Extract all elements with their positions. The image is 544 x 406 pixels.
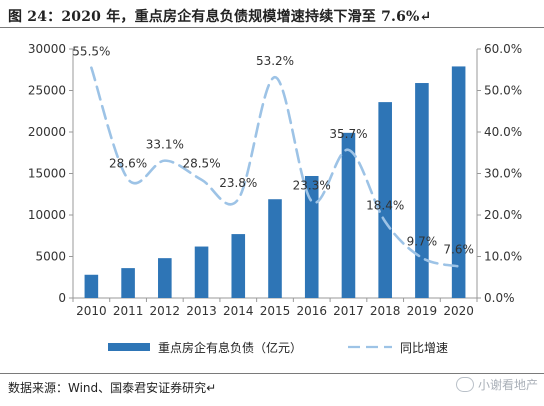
x-tick-label: 2020	[443, 304, 474, 318]
x-tick-label: 2019	[407, 304, 438, 318]
x-tick-label: 2015	[260, 304, 291, 318]
y-right-tick-label: 30.0%	[484, 167, 522, 181]
y-right-tick-label: 60.0%	[484, 42, 522, 56]
data-label-2013: 28.5%	[182, 157, 220, 171]
bar-2017	[341, 132, 356, 298]
data-label-2012: 33.1%	[146, 138, 184, 152]
data-label-2010: 55.5%	[72, 45, 110, 59]
x-tick-label: 2018	[370, 304, 401, 318]
x-tick-label: 2017	[333, 304, 364, 318]
x-tick-label: 2016	[296, 304, 327, 318]
y-left-tick-label: 20000	[28, 125, 66, 139]
y-right-tick-label: 40.0%	[484, 125, 522, 139]
bar-2011	[121, 268, 135, 298]
watermark-text: 小谢看地产	[477, 378, 538, 392]
bar-2013	[194, 246, 209, 298]
y-right-tick-label: 20.0%	[484, 208, 522, 222]
chart-title: 图 24：2020 年，重点房企有息负债规模增速持续下滑至 7.6%↵	[8, 9, 432, 25]
data-label-2016: 23.3%	[293, 178, 331, 192]
data-label-2014: 23.8%	[219, 176, 257, 190]
data-label-2019: 9.7%	[407, 235, 438, 249]
y-left-tick-label: 25000	[28, 84, 66, 98]
axes: 0 5000 10000 15000 20000 25000 30000 0.0% 10.0% 2…	[28, 42, 522, 318]
wechat-icon	[455, 377, 474, 392]
growth-line	[90, 66, 460, 268]
data-label-2015: 53.2%	[256, 54, 294, 68]
bar-2018	[378, 102, 392, 299]
growth-line-group	[90, 66, 460, 268]
legend-bar-label: 重点房企有息负债（亿元）	[158, 340, 302, 355]
title-divider	[0, 27, 544, 28]
x-tick-label: 2012	[150, 304, 181, 318]
bar-2012	[158, 258, 172, 298]
bar-2010	[84, 274, 99, 298]
legend-line-label: 同比增速	[400, 341, 448, 355]
y-left-tick-label: 5000	[35, 250, 66, 264]
y-right-tick-label: 0.0%	[484, 291, 515, 305]
legend-bar-swatch	[108, 343, 150, 351]
y-left-tick-label: 15000	[28, 167, 66, 181]
footer-divider	[0, 373, 544, 374]
data-label-2020: 7.6%	[443, 242, 474, 256]
y-left-tick-label: 10000	[28, 208, 66, 222]
data-label-2018: 18.4%	[366, 199, 404, 213]
source-note: 数据来源：Wind、国泰君安证券研究↵	[8, 381, 217, 395]
watermark: 小谢看地产	[455, 376, 538, 393]
bar-2014	[231, 234, 246, 298]
bar-2020	[451, 66, 466, 299]
x-tick-label: 2014	[223, 304, 254, 318]
bar-2016	[304, 175, 319, 298]
y-left-tick-label: 30000	[28, 42, 66, 56]
bars-group	[84, 66, 466, 299]
x-tick-label: 2010	[76, 304, 107, 318]
x-tick-label: 2011	[113, 304, 144, 318]
data-labels-group: 55.5% 28.6% 33.1% 28.5% 23.8% 53.2% 23.3% 35.7%…	[72, 45, 474, 257]
combo-chart: 0 5000 10000 15000 20000 25000 30000 0.0% 10.0% 2…	[28, 42, 522, 355]
data-label-2017: 35.7%	[329, 127, 367, 141]
y-left-tick-label: 0	[58, 291, 66, 305]
bar-2019	[415, 83, 429, 298]
x-tick-label: 2013	[186, 304, 217, 318]
legend: 重点房企有息负债（亿元） 同比增速	[108, 340, 448, 355]
bar-2015	[268, 199, 282, 298]
data-label-2011: 28.6%	[109, 156, 147, 170]
y-right-tick-label: 10.0%	[484, 250, 522, 264]
y-right-tick-label: 50.0%	[484, 84, 522, 98]
